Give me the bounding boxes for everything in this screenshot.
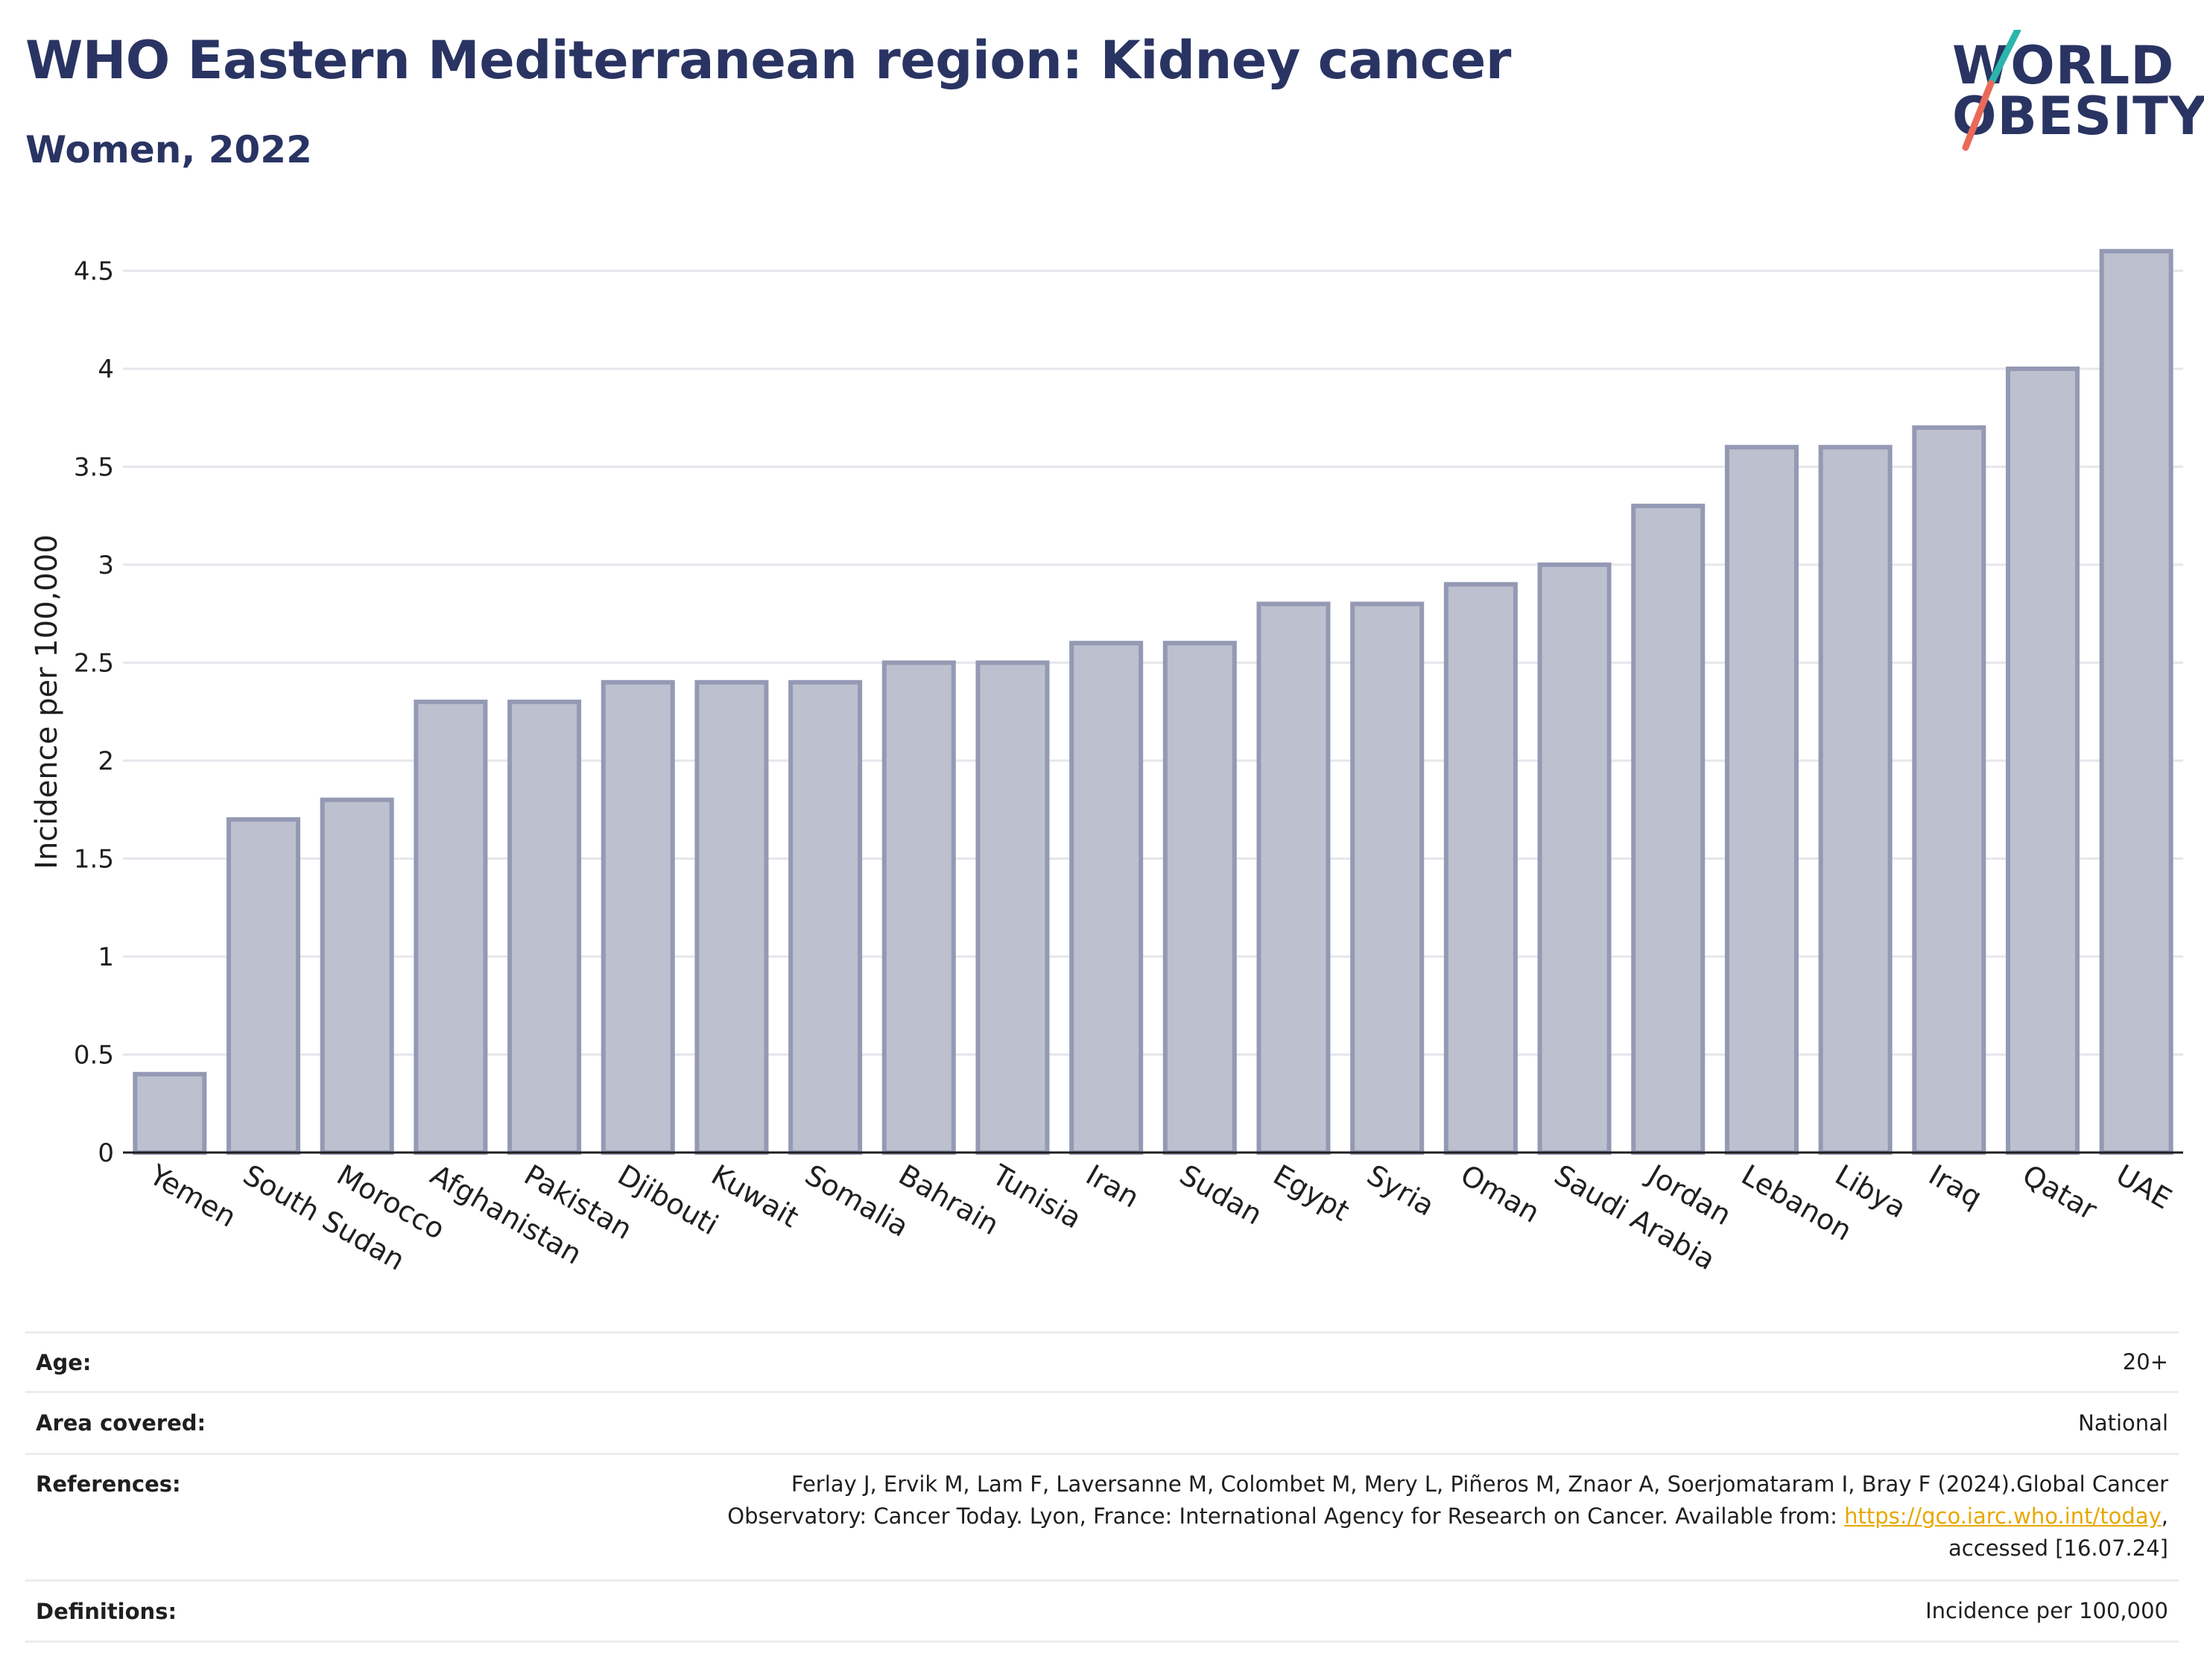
- bar: [507, 700, 582, 1155]
- bar: [133, 1071, 207, 1156]
- chart-subtitle: Women, 2022: [25, 128, 312, 171]
- x-tick-label: Syria: [1361, 1158, 1440, 1223]
- x-tick-label: UAE: [2111, 1158, 2177, 1216]
- bar: [881, 660, 956, 1155]
- x-tick-label: Sudan: [1174, 1158, 1268, 1232]
- y-tick-label: 3.5: [74, 453, 114, 483]
- x-tick-label: Bahrain: [893, 1158, 1004, 1242]
- meta-label-area: Area covered:: [25, 1391, 523, 1455]
- logo-slash-icon: [1962, 30, 2021, 151]
- meta-value-area: National: [523, 1391, 2179, 1455]
- bar: [1631, 504, 1706, 1156]
- y-tick-label: 2: [98, 747, 114, 776]
- meta-label-references: References:: [25, 1453, 523, 1582]
- references-line-3: accessed [16.07.24]: [1948, 1535, 2168, 1561]
- references-line-2: Observatory: Cancer Today. Lyon, France:…: [727, 1503, 1845, 1529]
- chart-title: WHO Eastern Mediterranean region: Kidney…: [25, 30, 1511, 91]
- x-tick-label: Somalia: [799, 1158, 914, 1243]
- x-tick-label: South Sudan: [238, 1158, 411, 1277]
- bar: [601, 679, 675, 1155]
- bar: [1724, 445, 1799, 1155]
- bar: [788, 679, 863, 1155]
- references-link[interactable]: https://gco.iarc.who.int/today: [1844, 1503, 2162, 1529]
- logo-word-obesity: OBESITY: [1952, 86, 2204, 147]
- bar: [1443, 582, 1518, 1155]
- meta-label-definitions: Definitions:: [25, 1579, 523, 1643]
- bar: [975, 660, 1050, 1155]
- meta-row-age: Age: 20+: [25, 1331, 2179, 1393]
- y-tick-label: 1.5: [74, 845, 114, 875]
- references-comma: ,: [2161, 1503, 2168, 1529]
- y-axis-title: Incidence per 100,000: [30, 534, 64, 869]
- x-tick-label: Kuwait: [706, 1158, 804, 1234]
- metadata-table: Age: 20+ Area covered: National Referenc…: [25, 1331, 2179, 1643]
- x-tick-label: Qatar: [2017, 1158, 2103, 1227]
- y-tick-label: 3: [98, 551, 114, 580]
- x-tick-label: Egypt: [1268, 1158, 1355, 1228]
- meta-label-age: Age:: [25, 1331, 523, 1393]
- y-tick-label: 0: [98, 1138, 114, 1168]
- x-tick-label: Saudi Arabia: [1549, 1158, 1721, 1277]
- bar: [1818, 445, 1893, 1155]
- bar: [320, 797, 394, 1155]
- bar: [1162, 641, 1237, 1155]
- bar: [1537, 562, 1612, 1155]
- y-tick-label: 1: [98, 942, 114, 972]
- chart-svg: 0 0.5 1 1.5 2 2.5 3 3.5 4 4.5 Incidence per 100,00…: [30, 249, 2183, 1277]
- bar: [2099, 249, 2173, 1156]
- y-tick-label: 4.5: [74, 257, 114, 287]
- meta-value-age: 20+: [523, 1331, 2179, 1393]
- bar-chart: 0 0.5 1 1.5 2 2.5 3 3.5 4 4.5 Incidence per 100,00…: [0, 224, 2204, 1304]
- x-tick-label: Tunisia: [987, 1158, 1087, 1235]
- meta-row-definitions: Definitions: Incidence per 100,000: [25, 1579, 2179, 1643]
- x-tick-label: Iran: [1080, 1158, 1144, 1214]
- bar: [1256, 601, 1331, 1156]
- x-tick-label: Yemen: [143, 1158, 241, 1234]
- bar: [694, 679, 769, 1155]
- world-obesity-logo: WORLD OBESITY: [1937, 30, 2204, 160]
- y-tick-label: 0.5: [74, 1041, 114, 1071]
- x-tick-label: Oman: [1455, 1158, 1545, 1229]
- meta-value-definitions: Incidence per 100,000: [523, 1579, 2179, 1643]
- references-line-1: Ferlay J, Ervik M, Lam F, Laversanne M, …: [791, 1471, 2168, 1497]
- x-tick-label: Iraq: [1923, 1158, 1987, 1214]
- bar: [2005, 367, 2080, 1155]
- y-tick-label: 2.5: [74, 649, 114, 679]
- y-tick-label: 4: [98, 355, 114, 384]
- meta-value-references: Ferlay J, Ervik M, Lam F, Laversanne M, …: [523, 1453, 2179, 1582]
- bar: [414, 700, 488, 1155]
- meta-row-references: References: Ferlay J, Ervik M, Lam F, La…: [25, 1453, 2179, 1582]
- meta-row-area: Area covered: National: [25, 1391, 2179, 1455]
- bar: [227, 817, 301, 1156]
- bar: [1912, 425, 1986, 1155]
- bar: [1350, 601, 1425, 1156]
- bar: [1069, 641, 1144, 1155]
